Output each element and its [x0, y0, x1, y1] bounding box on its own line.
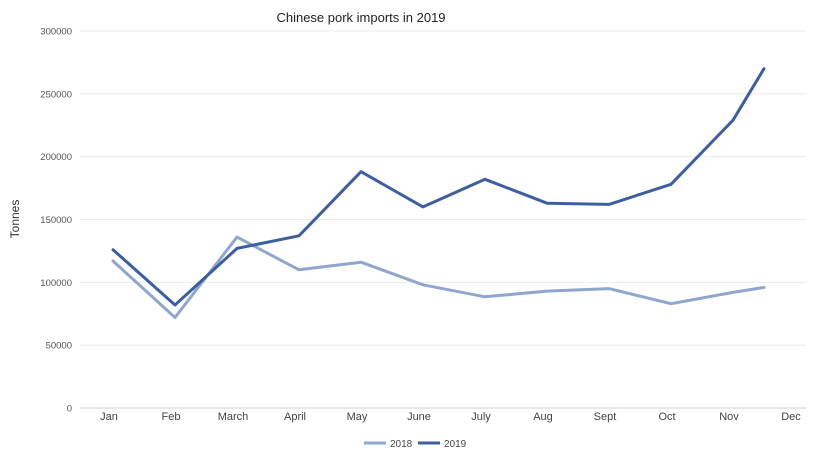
chart-title: Chinese pork imports in 2019: [276, 10, 445, 25]
x-tick-label: May: [347, 411, 368, 423]
x-tick-label: Sept: [594, 411, 617, 423]
x-tick-label: April: [284, 411, 306, 423]
x-tick-label: Nov: [719, 411, 739, 423]
x-tick-label: Jan: [100, 411, 118, 423]
y-tick-label: 0: [67, 404, 72, 415]
x-tick-label: Oct: [658, 411, 675, 423]
y-tick-label: 300000: [40, 27, 72, 38]
y-axis-ticks: 0 50000 100000 150000 200000 250000 300000: [40, 27, 72, 415]
x-axis-ticks: Jan Feb March April May June July Aug Sept Oct Nov…: [100, 411, 801, 423]
gridlines: [80, 31, 806, 408]
legend-label-2018: 2018: [390, 439, 413, 450]
x-tick-label: July: [471, 411, 491, 423]
legend: 2018 2019: [364, 439, 467, 450]
x-tick-label: Aug: [533, 411, 553, 423]
legend-label-2019: 2019: [444, 439, 467, 450]
y-tick-label: 50000: [46, 341, 72, 352]
y-tick-label: 200000: [40, 152, 72, 163]
x-tick-label: March: [218, 411, 249, 423]
series-lines: [113, 69, 764, 318]
x-tick-label: Dec: [781, 411, 801, 423]
y-tick-label: 100000: [40, 278, 72, 289]
x-tick-label: June: [407, 411, 431, 423]
series-line-2018: [113, 237, 764, 317]
y-tick-label: 150000: [40, 215, 72, 226]
x-tick-label: Feb: [162, 411, 181, 423]
y-axis-label: Tonnes: [8, 200, 22, 239]
y-tick-label: 250000: [40, 89, 72, 100]
